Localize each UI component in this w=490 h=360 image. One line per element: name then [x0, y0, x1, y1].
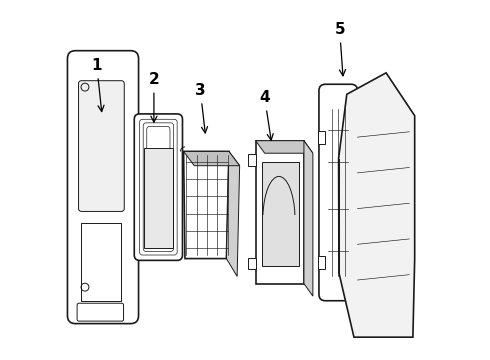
Bar [318, 256, 325, 269]
FancyBboxPatch shape [319, 84, 358, 301]
Polygon shape [339, 73, 415, 337]
FancyBboxPatch shape [134, 114, 182, 260]
Polygon shape [262, 162, 298, 266]
Polygon shape [256, 141, 304, 284]
Text: 5: 5 [334, 22, 345, 76]
Polygon shape [304, 141, 313, 296]
Bar [81, 223, 122, 301]
Text: 2: 2 [148, 72, 159, 122]
FancyBboxPatch shape [77, 303, 123, 321]
Bar [248, 154, 256, 166]
FancyBboxPatch shape [78, 81, 124, 211]
Polygon shape [226, 152, 240, 276]
FancyBboxPatch shape [143, 123, 173, 251]
Bar [351, 131, 358, 144]
Text: 3: 3 [195, 83, 208, 133]
Bar [318, 131, 325, 144]
Bar [351, 256, 358, 269]
FancyBboxPatch shape [147, 126, 170, 248]
Polygon shape [256, 141, 313, 153]
Polygon shape [184, 152, 240, 166]
Bar [144, 148, 173, 248]
Text: 4: 4 [259, 90, 273, 140]
FancyBboxPatch shape [68, 51, 139, 324]
FancyBboxPatch shape [140, 119, 177, 255]
Bar [248, 258, 256, 269]
Polygon shape [184, 152, 229, 258]
Text: 1: 1 [92, 58, 104, 112]
